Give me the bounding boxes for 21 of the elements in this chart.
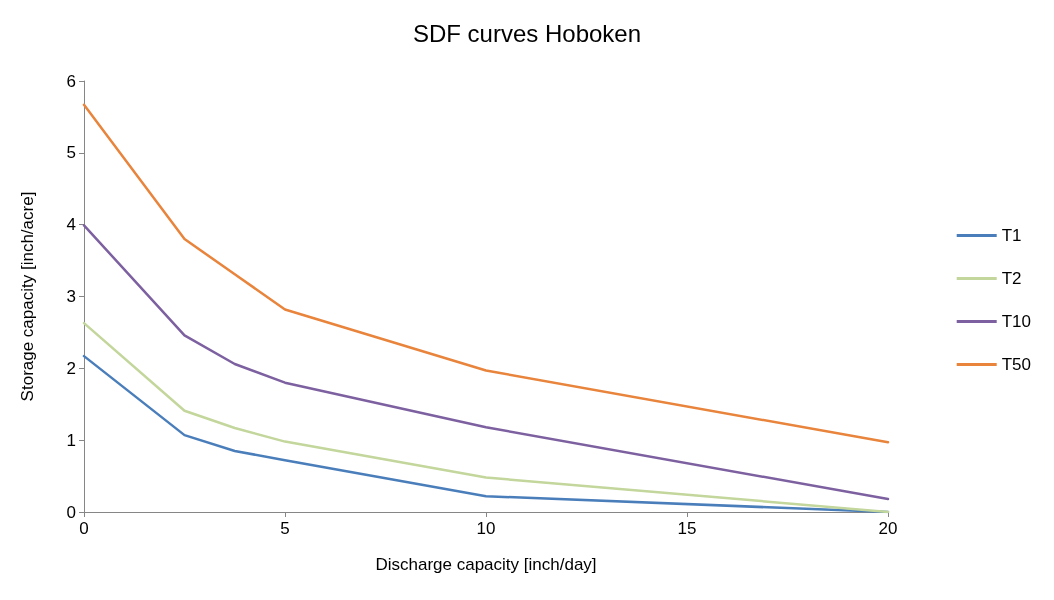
x-tick-label: 10 xyxy=(476,519,496,538)
x-tick-label: 0 xyxy=(79,519,89,538)
legend-label: T50 xyxy=(1001,355,1031,374)
y-tick-label: 1 xyxy=(66,430,76,450)
x-tick-label: 5 xyxy=(280,519,290,538)
legend-label: T1 xyxy=(1001,226,1022,245)
y-tick-label: 5 xyxy=(66,143,76,163)
y-tick-label: 4 xyxy=(66,215,76,235)
y-tick-label: 2 xyxy=(66,358,76,378)
x-axis-title: Discharge capacity [inch/day] xyxy=(375,555,597,574)
y-tick-label: 0 xyxy=(66,502,76,522)
legend-label: T10 xyxy=(1001,312,1031,331)
x-tick-label: 15 xyxy=(677,519,697,538)
y-tick-label: 3 xyxy=(66,287,76,306)
legend-label: T2 xyxy=(1001,269,1022,288)
line-series xyxy=(82,224,890,501)
y-axis-title: Storage capacity [inch/acre] xyxy=(18,191,37,402)
y-tick-label: 6 xyxy=(66,71,76,91)
chart-title: SDF curves Hoboken xyxy=(412,19,642,47)
x-tick-label: 20 xyxy=(878,519,898,538)
line-series xyxy=(82,103,890,444)
